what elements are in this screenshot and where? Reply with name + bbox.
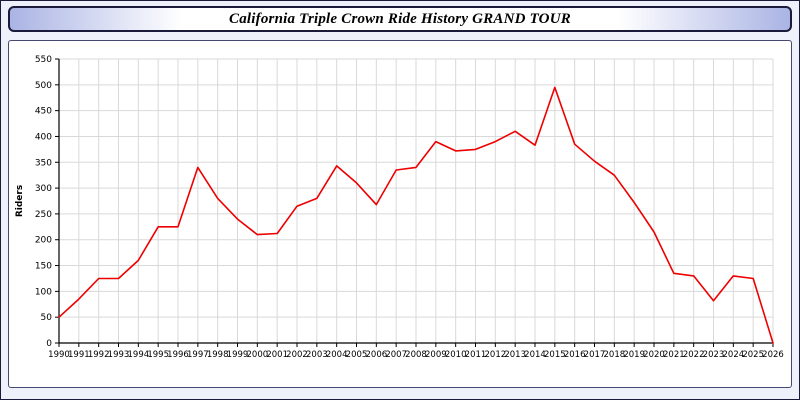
y-tick-label: 300 <box>35 184 52 194</box>
x-tick-label: 1993 <box>108 350 130 360</box>
x-tick-label: 1992 <box>88 350 110 360</box>
x-tick-label: 2019 <box>623 350 645 360</box>
x-tick-label: 1995 <box>147 350 169 360</box>
page-title: California Triple Crown Ride History GRA… <box>229 10 571 27</box>
x-tick-label: 2003 <box>306 350 328 360</box>
y-tick-label: 250 <box>35 210 52 220</box>
x-tick-label: 1991 <box>68 350 90 360</box>
x-tick-label: 1998 <box>207 350 229 360</box>
x-tick-label: 2014 <box>524 350 546 360</box>
y-axis-label: Riders <box>15 185 25 217</box>
x-tick-label: 1999 <box>227 350 249 360</box>
x-tick-label: 2006 <box>366 350 388 360</box>
y-tick-label: 0 <box>46 339 52 349</box>
x-tick-label: 2018 <box>604 350 626 360</box>
x-tick-label: 2024 <box>723 350 745 360</box>
x-tick-label: 2010 <box>445 350 467 360</box>
x-tick-label: 1996 <box>167 350 189 360</box>
x-tick-label: 1990 <box>48 350 70 360</box>
x-tick-label: 2008 <box>405 350 427 360</box>
y-tick-label: 100 <box>35 287 52 297</box>
x-tick-label: 2009 <box>425 350 447 360</box>
y-tick-label: 150 <box>35 262 52 272</box>
x-tick-label: 2013 <box>504 350 526 360</box>
y-tick-label: 50 <box>41 313 53 323</box>
x-tick-label: 2001 <box>266 350 288 360</box>
x-tick-label: 2012 <box>485 350 507 360</box>
x-tick-label: 2007 <box>385 350 407 360</box>
x-tick-label: 2000 <box>247 350 269 360</box>
riders-line-chart: 0501001502002503003504004505005501990199… <box>15 55 784 360</box>
x-tick-label: 1997 <box>187 350 209 360</box>
y-tick-label: 400 <box>35 132 52 142</box>
x-tick-label: 2004 <box>326 350 348 360</box>
y-tick-label: 550 <box>35 55 52 65</box>
riders-series-line <box>58 86 774 344</box>
x-tick-label: 2005 <box>346 350 368 360</box>
title-bar: California Triple Crown Ride History GRA… <box>8 6 792 32</box>
x-tick-label: 2011 <box>465 350 487 360</box>
y-tick-label: 200 <box>35 236 52 246</box>
x-tick-label: 2017 <box>584 350 606 360</box>
y-tick-label: 500 <box>35 81 52 91</box>
x-tick-label: 2022 <box>683 350 705 360</box>
x-tick-label: 2015 <box>544 350 566 360</box>
y-tick-label: 450 <box>35 107 52 117</box>
x-tick-label: 2016 <box>564 350 586 360</box>
x-tick-label: 2002 <box>286 350 308 360</box>
chart-panel: 0 50 100 150 200 250 300 350 400 450 500 550 1990 199… <box>8 40 792 388</box>
x-tick-label: 2021 <box>663 350 685 360</box>
y-tick-label: 350 <box>35 158 52 168</box>
x-tick-label: 1994 <box>128 350 150 360</box>
x-tick-label: 2026 <box>762 350 784 360</box>
x-tick-label: 2020 <box>643 350 665 360</box>
x-tick-label: 2025 <box>742 350 764 360</box>
x-tick-label: 2023 <box>703 350 725 360</box>
